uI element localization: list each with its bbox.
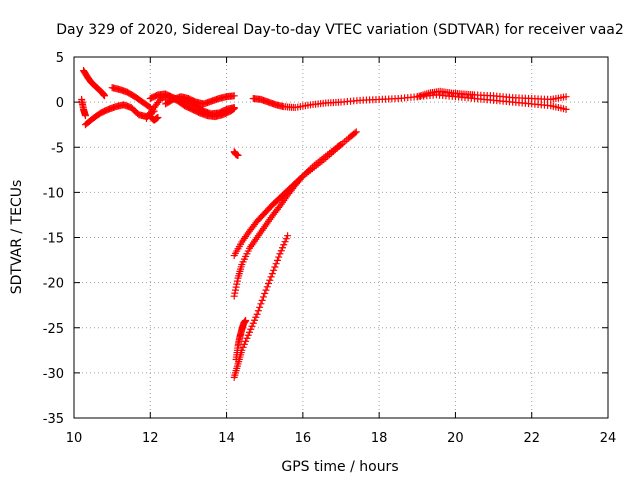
series-recovery-lower <box>230 232 292 381</box>
grid <box>74 57 608 418</box>
data-point <box>281 238 289 246</box>
y-tick-label: 0 <box>56 96 64 111</box>
data-point <box>351 129 359 137</box>
y-tick-label: -10 <box>43 186 64 201</box>
y-tick-label: -20 <box>43 277 64 292</box>
data-point <box>243 334 251 342</box>
data-point <box>270 266 278 274</box>
x-tick-label: 16 <box>295 431 312 446</box>
data-point <box>276 250 284 258</box>
y-tick-label: -15 <box>43 232 64 247</box>
data-point <box>232 283 240 291</box>
data-point <box>265 280 273 288</box>
data-point <box>242 317 250 325</box>
data-point <box>337 141 345 149</box>
data-point <box>262 286 270 294</box>
data-point <box>245 328 253 336</box>
data-point <box>248 322 256 330</box>
y-tick-label: -5 <box>51 141 64 156</box>
series-recovery-lower-spur <box>232 317 250 363</box>
x-tick-label: 22 <box>523 431 540 446</box>
series-arc-mid-d <box>146 113 162 124</box>
data-point <box>261 289 269 297</box>
series-arc-isolated <box>230 148 242 159</box>
axis-tick-labels: 10 12 14 16 18 20 22 24 5 0 -5 -10 -15 -20 -25 -30 -35 <box>43 51 617 446</box>
x-tick-label: 18 <box>371 431 388 446</box>
data-point <box>298 174 306 182</box>
data-point <box>254 307 262 315</box>
data-point <box>234 151 242 159</box>
data-point <box>230 92 238 100</box>
plot-frame <box>73 56 609 419</box>
x-tick-label: 12 <box>142 431 159 446</box>
x-axis-title: GPS time / hours <box>281 459 398 475</box>
y-tick-label: -30 <box>43 367 64 382</box>
data-point <box>562 105 570 113</box>
x-tick-label: 24 <box>600 431 617 446</box>
y-tick-label: -25 <box>43 322 64 337</box>
data-point <box>268 270 276 278</box>
data-point <box>275 253 283 261</box>
data-point <box>233 280 241 288</box>
data-point <box>273 256 281 264</box>
y-axis-title: SDTVAR / TECUs <box>9 180 25 295</box>
data-point <box>252 313 260 321</box>
data-point <box>280 241 288 249</box>
data-point <box>267 273 275 281</box>
series-arc-mid-c <box>162 92 238 108</box>
series-arc-early-hump <box>108 84 154 112</box>
data-point <box>239 343 247 351</box>
data-point <box>230 104 238 112</box>
y-tick-label: -35 <box>43 412 64 427</box>
series-arc-late-flat <box>249 91 570 113</box>
series-recovery-middle <box>230 141 345 300</box>
data-point <box>244 331 252 339</box>
x-tick-label: 10 <box>66 431 83 446</box>
data-point <box>277 247 285 255</box>
data-point <box>81 112 89 120</box>
series-arc-late-hump <box>413 87 570 103</box>
x-tick-label: 20 <box>447 431 464 446</box>
data-point <box>279 244 287 252</box>
data-point <box>231 286 239 294</box>
data-point <box>266 276 274 284</box>
data-point <box>101 92 109 100</box>
y-tick-label: 5 <box>56 51 64 66</box>
x-tick-label: 14 <box>218 431 235 446</box>
data-point <box>247 325 255 333</box>
data-point <box>258 296 266 304</box>
data-point <box>154 113 162 121</box>
data-point <box>249 319 257 327</box>
data-point <box>242 337 250 345</box>
data-point <box>271 263 279 271</box>
data-point <box>282 235 290 243</box>
data-points <box>78 67 570 381</box>
data-point <box>233 277 241 285</box>
data-point <box>256 303 264 311</box>
data-point <box>284 232 292 240</box>
data-point <box>272 260 280 268</box>
data-point <box>562 93 570 101</box>
series-arc-descending-start <box>80 67 109 100</box>
data-point <box>263 283 271 291</box>
chart-title: Day 329 of 2020, Sidereal Day-to-day VTE… <box>56 22 624 38</box>
data-point <box>145 103 153 111</box>
data-point <box>230 292 238 300</box>
data-point <box>259 293 267 301</box>
data-point <box>251 316 259 324</box>
data-point <box>231 289 239 297</box>
data-point <box>352 128 360 136</box>
series-arc-start-low <box>78 95 89 120</box>
data-point <box>240 340 248 348</box>
data-point <box>253 310 261 318</box>
data-point <box>257 300 265 308</box>
